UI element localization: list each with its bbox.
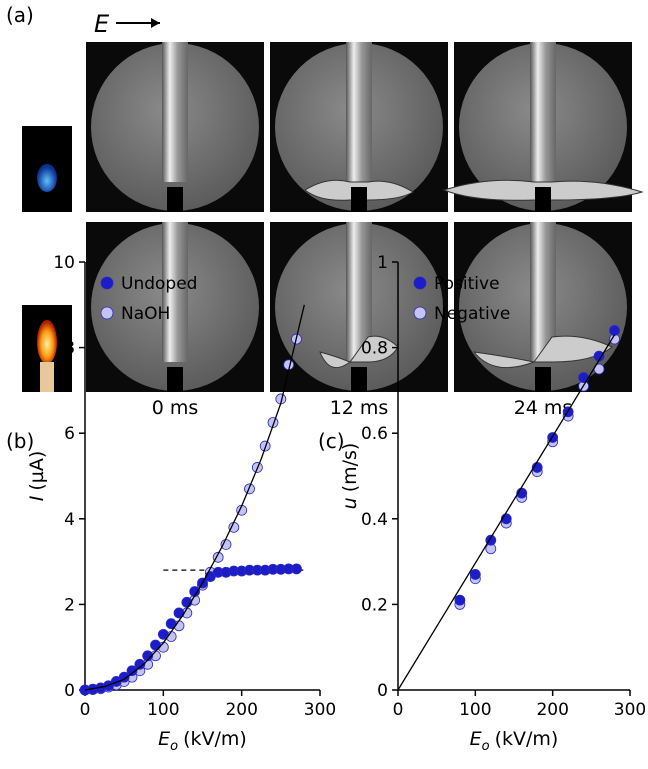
y-tick-label: 0.6 (361, 424, 388, 444)
burner (535, 367, 551, 392)
y-tick-label: 8 (64, 339, 75, 359)
y-axis-label: u (m/s) (339, 443, 361, 510)
plume (162, 222, 188, 362)
data-point (134, 658, 146, 670)
blue-flame (37, 164, 57, 192)
data-point (454, 594, 466, 606)
y-tick-label: 0 (377, 681, 388, 701)
burner (167, 367, 183, 392)
panel-label: (a) (6, 3, 34, 27)
data-point (578, 372, 589, 383)
plume (162, 42, 188, 182)
time-label: 24 ms (514, 397, 573, 419)
x-label-symbol: E (470, 728, 482, 750)
y-tick-label: 0.2 (361, 595, 388, 615)
y-label-unit: (m/s) (339, 443, 361, 493)
data-point (244, 483, 255, 495)
panel-label: (b) (6, 429, 34, 453)
legend-marker (100, 306, 114, 320)
plume (346, 42, 372, 182)
y-tick-label: 0.4 (361, 510, 388, 530)
data-point (157, 628, 169, 640)
y-tick-label: 1 (377, 253, 388, 273)
burner (351, 187, 367, 212)
y-tick-label: 0.8 (361, 339, 388, 359)
x-tick-label: 300 (304, 700, 336, 720)
y-tick-label: 6 (64, 424, 75, 444)
x-tick-label: 100 (459, 700, 491, 720)
x-tick-label: 200 (536, 700, 568, 720)
y-tick-label: 4 (64, 510, 75, 530)
y-axis-label: I (µA) (26, 451, 48, 502)
burner (167, 187, 183, 212)
burner (351, 367, 367, 392)
plume (530, 42, 556, 182)
y-label-symbol: u (339, 497, 361, 509)
x-label-unit: (kV/m) (183, 728, 247, 750)
time-label: 0 ms (152, 397, 199, 419)
legend-label: Positive (434, 274, 500, 294)
x-label-symbol: E (158, 728, 170, 750)
legend-label: Negative (434, 304, 510, 324)
data-point (126, 665, 138, 677)
x-label-unit: (kV/m) (495, 728, 559, 750)
fit-line (397, 334, 616, 691)
flame-front (319, 335, 399, 369)
y-tick-label: 0 (64, 681, 75, 701)
x-tick-label: 0 (393, 700, 404, 720)
data-point (609, 325, 620, 336)
panel-label: (c) (318, 429, 345, 453)
y-tick-label: 10 (53, 253, 75, 273)
x-axis-label: Eo (kV/m) (470, 728, 559, 754)
legend-marker (413, 306, 427, 320)
x-label-subscript: o (170, 739, 178, 754)
legend-marker (413, 276, 427, 290)
burner (40, 362, 54, 392)
flame-front (472, 335, 613, 369)
legend-marker (100, 276, 114, 290)
x-label-subscript: o (482, 739, 490, 754)
time-label: 12 ms (330, 397, 389, 419)
data-point (291, 563, 302, 575)
x-tick-label: 0 (80, 700, 91, 720)
x-axis-label: Eo (kV/m) (158, 728, 247, 754)
field-arrowhead (151, 18, 160, 28)
y-label-unit: (µA) (26, 451, 48, 491)
sooty-flame (37, 320, 57, 364)
legend-label: Undoped (121, 274, 197, 294)
x-tick-label: 200 (225, 700, 257, 720)
burner (535, 187, 551, 212)
legend-label: NaOH (121, 304, 170, 324)
x-tick-label: 100 (147, 700, 179, 720)
field-label: E (94, 10, 110, 38)
x-tick-label: 300 (614, 700, 646, 720)
data-point (469, 569, 481, 580)
y-label-symbol: I (26, 495, 48, 501)
y-tick-label: 2 (64, 595, 75, 615)
photos (86, 42, 644, 392)
fit-line (84, 304, 305, 691)
